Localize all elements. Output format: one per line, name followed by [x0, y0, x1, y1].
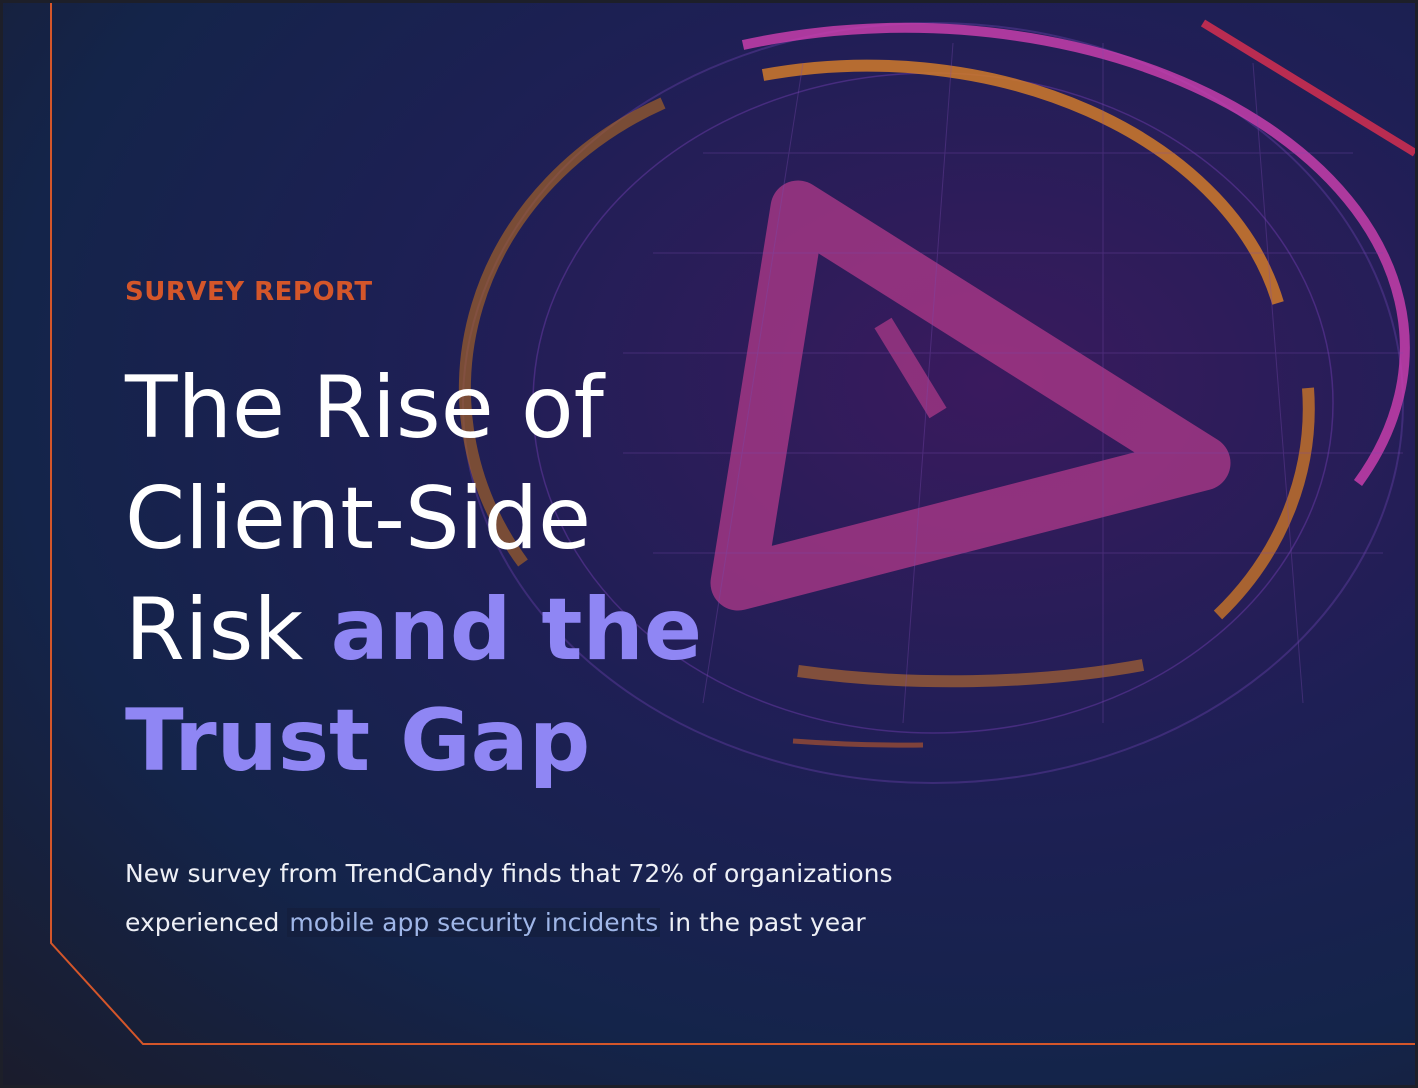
- title-highlight: Trust Gap: [125, 691, 591, 791]
- title-highlight: and the: [330, 580, 703, 680]
- background-art: [50, 3, 1415, 1045]
- title: The Rise of Client-Side Risk and the Tru…: [125, 353, 702, 797]
- frame-line: [50, 3, 1415, 1045]
- eyebrow: SURVEY REPORT: [125, 277, 373, 307]
- title-line: The Rise of: [125, 358, 604, 458]
- hero-banner: SURVEY REPORT The Rise of Client-Side Ri…: [3, 3, 1415, 1085]
- summary-highlight: mobile app security incidents: [287, 908, 661, 937]
- summary: New survey from TrendCandy finds that 72…: [125, 849, 965, 947]
- summary-text: New survey from TrendCandy finds that 72…: [125, 859, 893, 937]
- title-line: Client-Side: [125, 469, 591, 569]
- title-line: Risk: [125, 580, 304, 680]
- summary-text: in the past year: [668, 908, 866, 937]
